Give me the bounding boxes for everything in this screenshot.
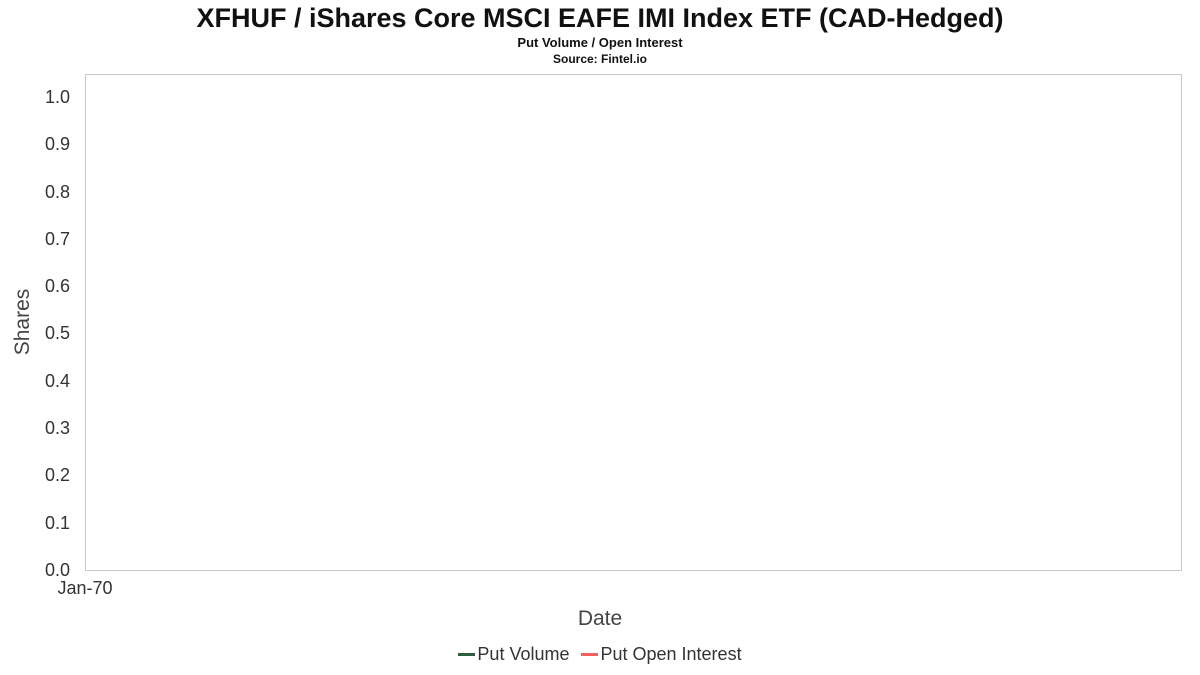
y-tick-label: 0.5 xyxy=(44,323,70,344)
legend-item-put-volume[interactable]: Put Volume xyxy=(458,644,569,665)
y-tick-label: 0.6 xyxy=(44,276,70,297)
chart-source: Source: Fintel.io xyxy=(552,52,647,66)
y-tick-label: 0.8 xyxy=(44,181,70,202)
legend-label-put-open-interest: Put Open Interest xyxy=(600,644,742,664)
y-axis-title: Shares xyxy=(11,288,34,356)
plot-area xyxy=(85,74,1182,571)
y-tick-label: 0.7 xyxy=(44,228,70,249)
put-volume-line-icon xyxy=(458,653,476,656)
x-axis-title: Date xyxy=(577,607,623,630)
y-tick-label: 0.4 xyxy=(44,370,70,391)
chart-subtitle: Put Volume / Open Interest xyxy=(517,35,683,50)
legend-item-put-open-interest[interactable]: Put Open Interest xyxy=(581,644,742,665)
y-tick-label: 0.1 xyxy=(44,512,70,533)
x-tick-label: Jan-70 xyxy=(57,578,113,598)
y-tick-label: 0.2 xyxy=(44,465,70,486)
put-open-interest-line-icon xyxy=(581,653,599,656)
y-tick-label: 1.0 xyxy=(44,87,70,107)
chart-legend: Put Volume Put Open Interest xyxy=(0,644,1200,665)
legend-label-put-volume: Put Volume xyxy=(477,644,570,664)
y-tick-label: 0.0 xyxy=(44,559,70,580)
chart-title: XFHUF / iShares Core MSCI EAFE IMI Index… xyxy=(196,3,1004,33)
y-tick-label: 0.9 xyxy=(44,134,70,155)
y-axis-ticks: 1.0 0.9 0.8 0.7 0.6 0.5 0.4 0.3 0.2 0.1 … xyxy=(0,88,78,579)
y-tick-label: 0.3 xyxy=(44,418,70,439)
